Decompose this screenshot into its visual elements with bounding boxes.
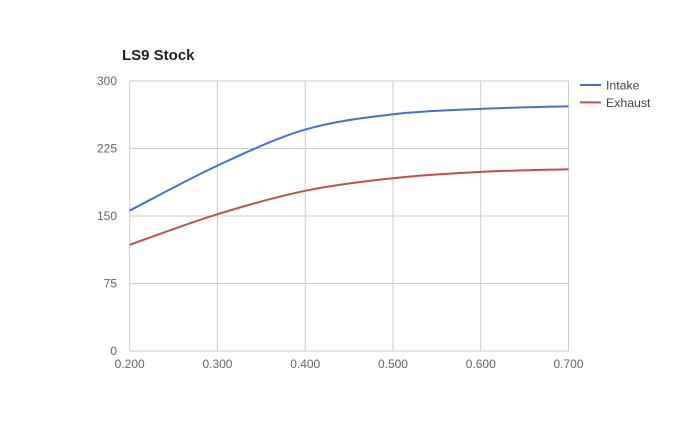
svg-text:0: 0 <box>110 344 117 358</box>
svg-text:0.400: 0.400 <box>290 357 320 371</box>
svg-text:0.700: 0.700 <box>553 357 583 371</box>
svg-text:225: 225 <box>97 142 117 156</box>
svg-text:75: 75 <box>104 277 118 291</box>
svg-text:300: 300 <box>97 74 117 88</box>
svg-text:150: 150 <box>97 209 117 223</box>
svg-text:0.200: 0.200 <box>115 357 145 371</box>
svg-text:0.500: 0.500 <box>378 357 408 371</box>
svg-text:Exhaust: Exhaust <box>606 96 651 110</box>
svg-text:Intake: Intake <box>606 79 640 93</box>
svg-text:0.600: 0.600 <box>466 357 496 371</box>
svg-text:0.300: 0.300 <box>202 357 232 371</box>
